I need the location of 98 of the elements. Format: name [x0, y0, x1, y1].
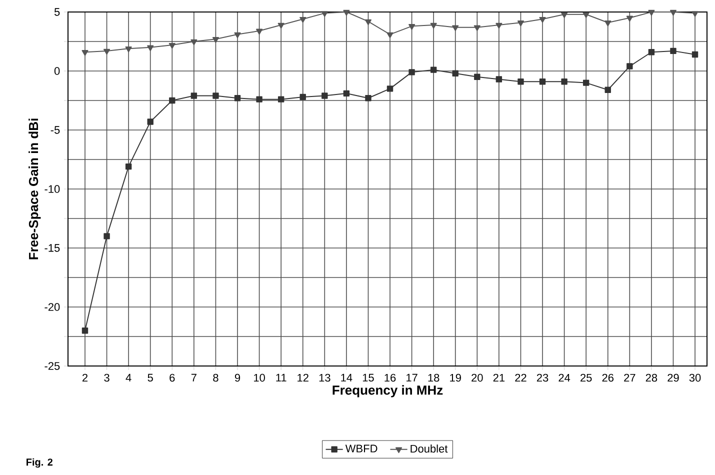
- point: [343, 10, 350, 16]
- point: [300, 94, 306, 100]
- point: [518, 78, 524, 85]
- point: [278, 22, 284, 29]
- x-tick-label: 17: [406, 374, 418, 382]
- point: [322, 92, 328, 99]
- x-tick-label: 27: [624, 374, 636, 382]
- x-tick-label: 2: [82, 374, 88, 382]
- x-tick-label: 6: [170, 374, 175, 382]
- point: [430, 66, 437, 73]
- point: [408, 24, 416, 30]
- x-tick-label: 14: [341, 374, 352, 382]
- point: [582, 80, 590, 86]
- x-tick-label: 28: [646, 374, 658, 382]
- x-tick-label: 8: [213, 374, 218, 382]
- point: [278, 96, 284, 102]
- x-tick-label: 30: [689, 374, 701, 382]
- point: [648, 49, 655, 56]
- point: [190, 92, 198, 99]
- x-tick-label: 9: [234, 374, 240, 382]
- point: [452, 25, 459, 32]
- x-tick-label: 18: [428, 374, 440, 382]
- x-tick-label: 15: [362, 374, 374, 382]
- x-tick-label: 22: [515, 374, 526, 382]
- x-tick-label: 11: [276, 374, 286, 382]
- point: [408, 69, 415, 76]
- point: [300, 16, 306, 23]
- y-tick-label: -5: [50, 126, 60, 134]
- point: [670, 48, 676, 54]
- point: [692, 11, 698, 17]
- y-tick-label: -20: [44, 303, 60, 311]
- point: [82, 50, 88, 56]
- point: [561, 78, 568, 85]
- x-tick-label: 7: [191, 374, 196, 382]
- point: [626, 16, 633, 22]
- x-tick-label: 19: [450, 374, 461, 382]
- y-tick-label: -15: [44, 244, 60, 252]
- legend-label: WBFD: [345, 444, 378, 452]
- y-tick-label: -10: [44, 185, 60, 193]
- x-tick-label: 3: [104, 374, 110, 382]
- x-tick-label: 16: [384, 374, 396, 382]
- x-tick-label: 25: [580, 374, 592, 382]
- legend-label: Doublet: [410, 444, 448, 453]
- point: [169, 97, 176, 104]
- y-tick-label: 5: [54, 8, 60, 16]
- x-tick-label: 5: [148, 374, 153, 382]
- point: [692, 51, 698, 58]
- point: [256, 28, 263, 35]
- point: [496, 76, 502, 82]
- point: [604, 86, 611, 93]
- point: [517, 20, 524, 26]
- point: [561, 12, 568, 18]
- point: [430, 22, 437, 29]
- x-tick-label: 21: [493, 374, 505, 382]
- point: [212, 92, 219, 99]
- x-axis-title: Frequency in MHz: [332, 385, 443, 398]
- point: [670, 10, 677, 16]
- y-axis-title: Free-Space Gain in dBi: [28, 118, 41, 260]
- x-tick-label: 20: [472, 374, 483, 382]
- x-tick-label: 26: [602, 374, 614, 382]
- point: [212, 37, 219, 43]
- point: [365, 95, 372, 102]
- point: [190, 39, 198, 46]
- point: [626, 63, 633, 70]
- point: [582, 12, 590, 18]
- point: [256, 96, 262, 102]
- point: [234, 95, 241, 102]
- x-tick-label: 12: [298, 374, 308, 382]
- point: [474, 25, 480, 32]
- point: [125, 46, 132, 52]
- point: [234, 32, 241, 38]
- point: [343, 90, 350, 97]
- point: [147, 45, 154, 52]
- x-tick-label: 4: [126, 374, 132, 382]
- point: [648, 10, 655, 16]
- point: [539, 16, 546, 23]
- x-tick-label: 24: [558, 374, 570, 382]
- point: [364, 19, 372, 26]
- point: [386, 32, 394, 38]
- point: [386, 86, 394, 92]
- point: [604, 20, 612, 26]
- point: [452, 70, 458, 76]
- x-tick-label: 13: [319, 374, 330, 382]
- point: [125, 163, 132, 170]
- y-tick-label: -25: [44, 362, 60, 370]
- point: [496, 22, 502, 29]
- point: [539, 78, 546, 85]
- x-tick-label: 29: [668, 374, 679, 382]
- point: [147, 118, 154, 125]
- x-tick-label: 10: [254, 374, 265, 382]
- point: [168, 42, 176, 49]
- y-tick-label: 0: [54, 67, 60, 75]
- x-tick-label: 23: [536, 374, 548, 382]
- point: [321, 11, 328, 17]
- point: [104, 48, 110, 55]
- caption: Fig. 2: [26, 458, 53, 468]
- point: [104, 233, 110, 240]
- point: [474, 74, 480, 80]
